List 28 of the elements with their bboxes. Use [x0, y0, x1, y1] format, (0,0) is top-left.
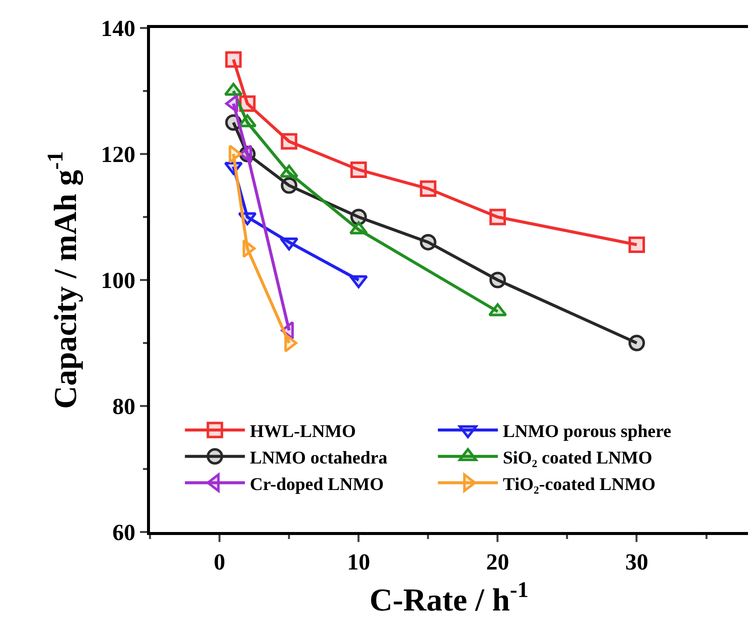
point: [225, 51, 242, 68]
x-tick-label: 30: [625, 550, 648, 575]
legend-label: LNMO octahedra: [250, 447, 388, 468]
point: [489, 272, 506, 288]
point: [350, 208, 367, 226]
x-tick-label: 0: [214, 550, 226, 575]
point: [239, 95, 256, 112]
legend-label: SiO₂ coated LNMO: [502, 447, 652, 468]
x-axis-title: C-Rate / h$^{-1}$: [369, 577, 529, 618]
legend-label: HWL-LNMO: [250, 420, 356, 441]
point: [350, 162, 367, 178]
legend-label: LNMO porous sphere: [502, 420, 672, 441]
y-tick-label: 100: [100, 268, 136, 294]
point: [420, 180, 436, 197]
legend-label: Cr-doped LNMO: [250, 474, 384, 494]
y-tick-label: 140: [100, 16, 136, 42]
point: [280, 177, 298, 194]
point: [628, 236, 645, 253]
y-tick-label: 80: [112, 394, 136, 420]
x-tick-label: 20: [486, 550, 510, 575]
y-tick-label: 60: [112, 520, 136, 546]
legend-label: TiO₂-coated LNMO: [502, 474, 656, 494]
point: [280, 133, 298, 150]
point: [420, 234, 436, 250]
x-tick-label: 10: [347, 550, 370, 575]
point: [489, 208, 506, 226]
y-tick-label: 120: [100, 142, 136, 168]
point: [628, 334, 645, 352]
